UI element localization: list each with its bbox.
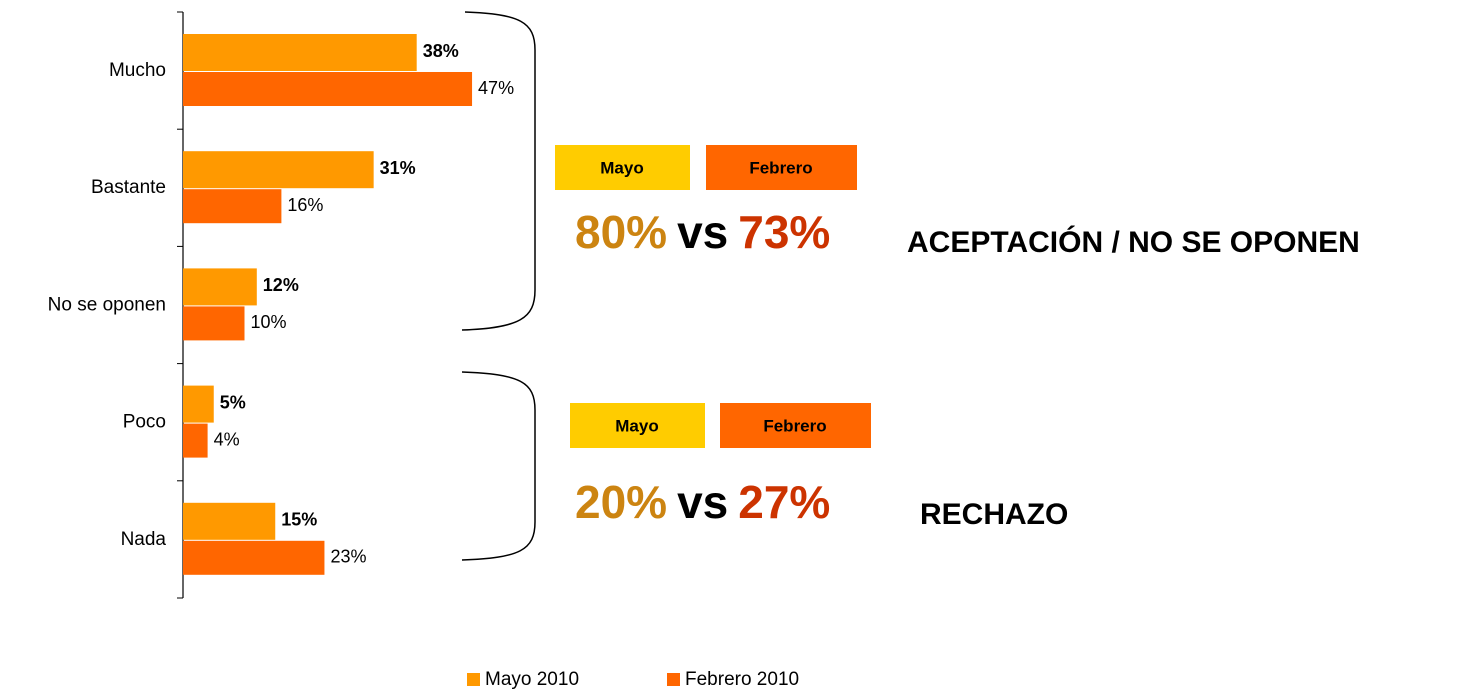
vs: vs: [677, 476, 728, 528]
legend-swatch: [667, 673, 680, 686]
box-label: Mayo: [600, 158, 643, 177]
bar: [183, 502, 276, 540]
category-label: Bastante: [91, 177, 166, 198]
value-label: 23%: [330, 547, 366, 567]
right-value: 73%: [738, 206, 830, 258]
legend-label: Mayo 2010: [485, 669, 579, 690]
right-value: 27%: [738, 476, 830, 528]
comparison: 20% vs 27%: [575, 476, 830, 528]
category-label: No se oponen: [48, 294, 166, 315]
bar: [183, 151, 374, 189]
value-label: 5%: [220, 392, 246, 412]
value-label: 15%: [281, 510, 317, 530]
bar: [183, 385, 214, 423]
box-febrero: [720, 403, 871, 448]
bar: [183, 34, 417, 71]
value-label: 10%: [251, 312, 287, 332]
legend-swatch: [467, 673, 480, 686]
brace: [461, 11, 536, 331]
group-label: RECHAZO: [920, 498, 1068, 531]
box-mayo: [570, 403, 705, 448]
brace: [461, 371, 536, 561]
vs: vs: [677, 206, 728, 258]
value-label: 16%: [287, 195, 323, 215]
value-label: 31%: [380, 158, 416, 178]
box-label: Mayo: [615, 416, 658, 435]
box-febrero: [706, 145, 857, 190]
bar: [183, 189, 282, 224]
bar: [183, 540, 325, 575]
bar: [183, 268, 257, 306]
value-label: 4%: [214, 429, 240, 449]
value-label: 47%: [478, 78, 514, 98]
bar: [183, 306, 245, 341]
box-label: Febrero: [749, 158, 812, 177]
left-value: 80%: [575, 206, 667, 258]
box-label: Febrero: [763, 416, 826, 435]
legend-label: Febrero 2010: [685, 669, 799, 690]
group-label: ACEPTACIÓN / NO SE OPONEN: [907, 225, 1360, 259]
value-label: 12%: [263, 275, 299, 295]
bar: [183, 423, 208, 458]
comparison: 80% vs 73%: [575, 206, 830, 258]
category-label: Mucho: [109, 60, 166, 81]
bar: [183, 72, 473, 106]
left-value: 20%: [575, 476, 667, 528]
value-label: 38%: [423, 41, 459, 61]
box-mayo: [555, 145, 690, 190]
category-label: Poco: [123, 412, 166, 433]
category-label: Nada: [121, 529, 167, 550]
